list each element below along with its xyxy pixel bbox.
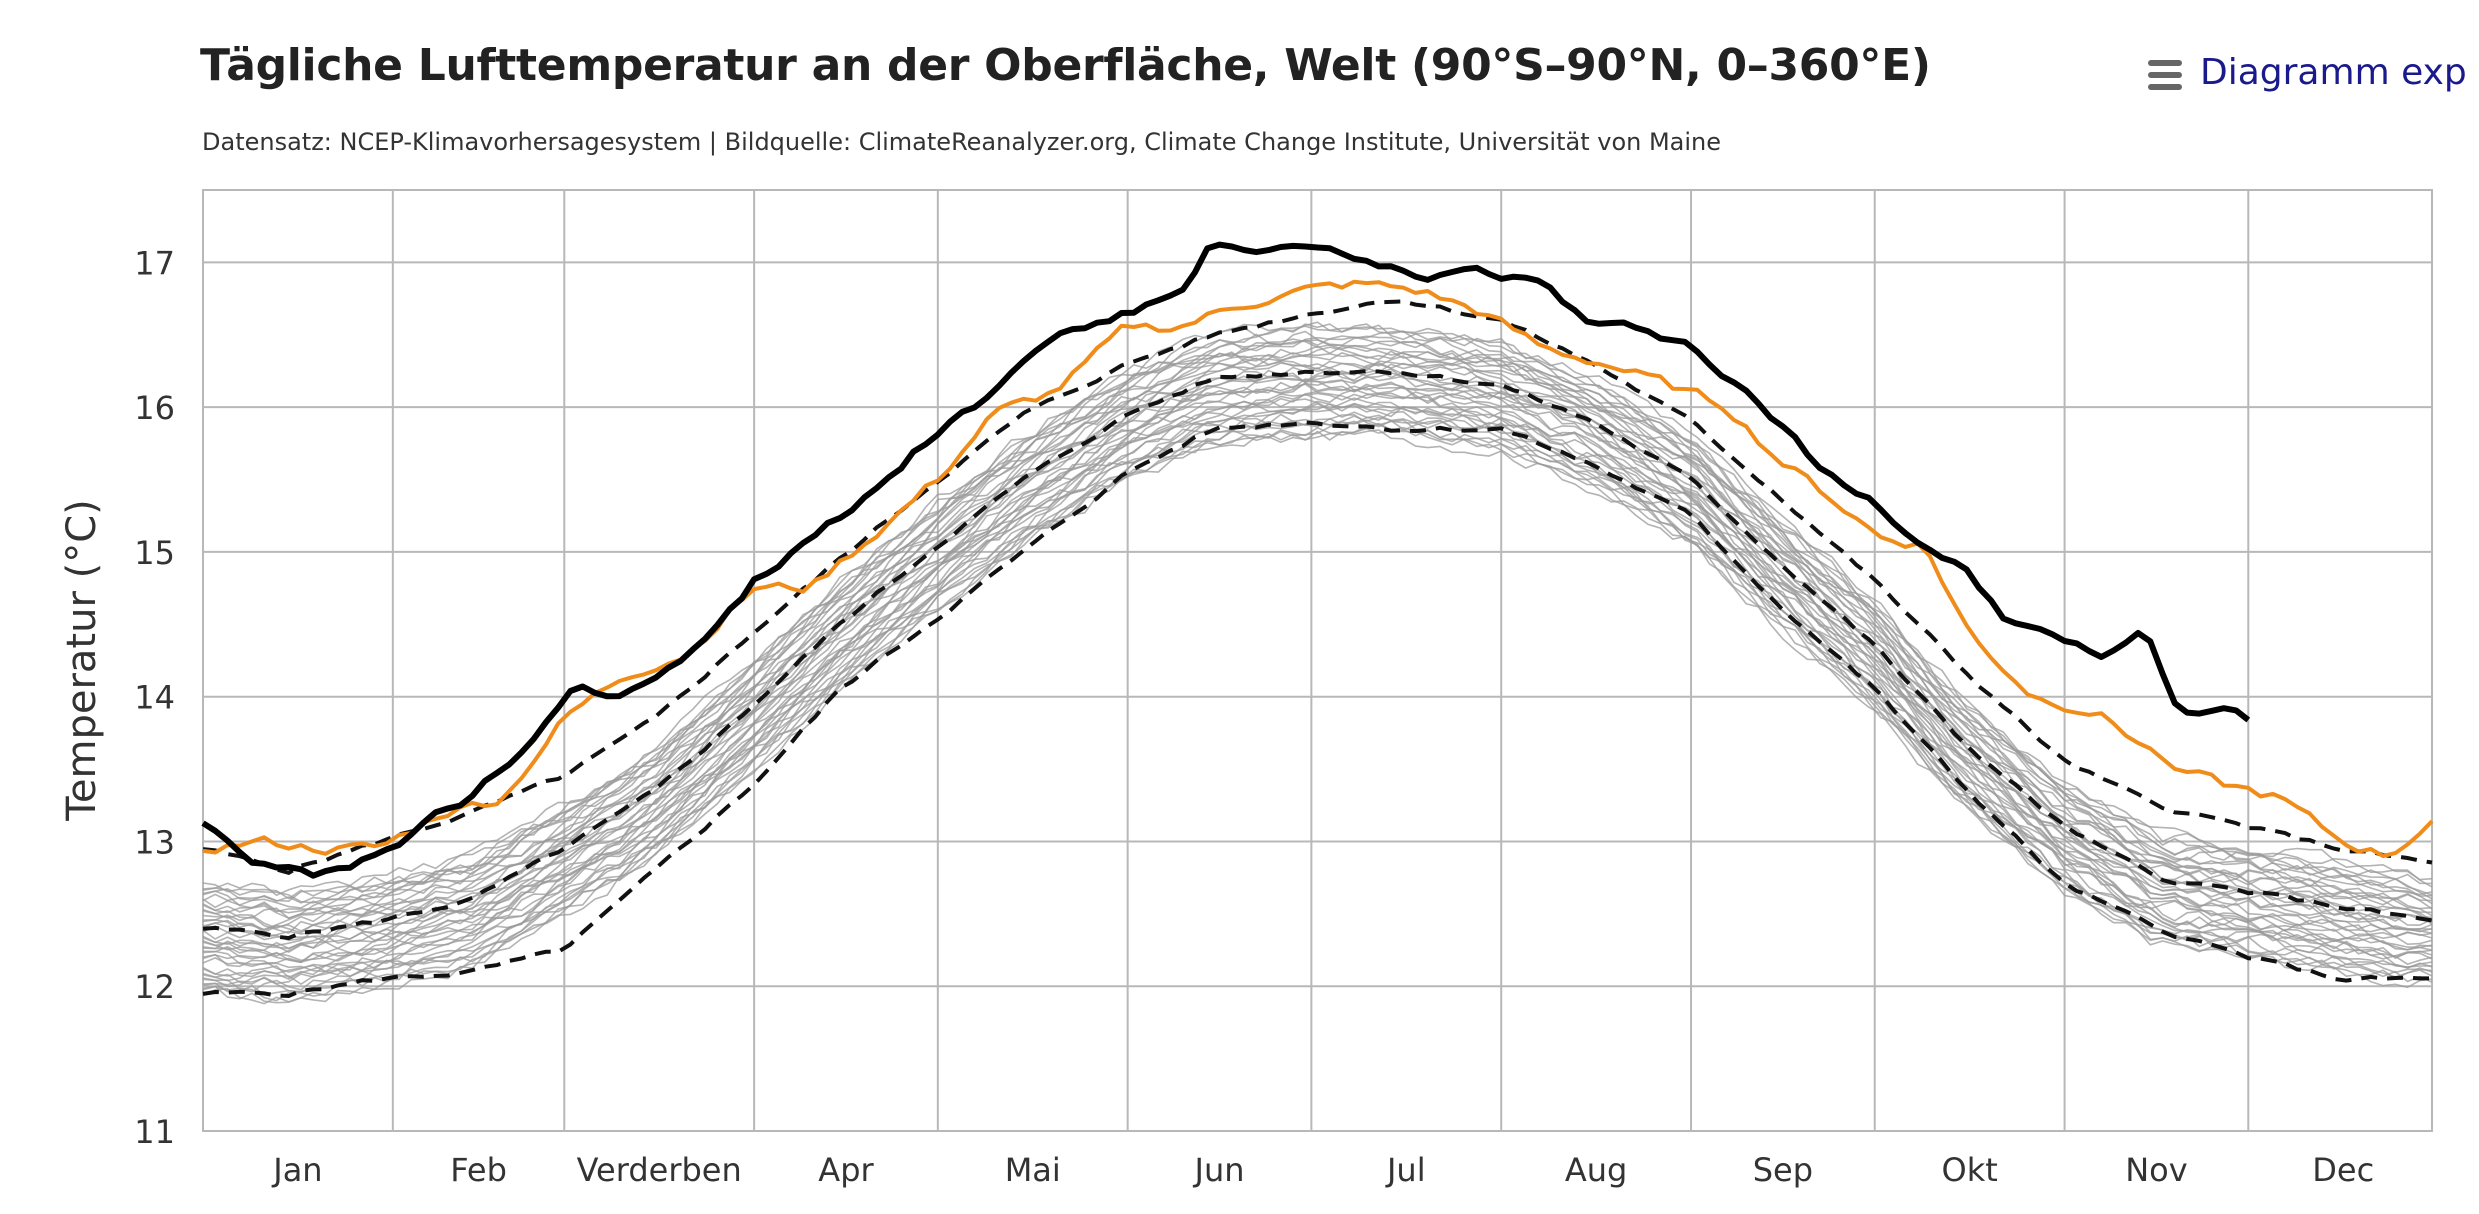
series-line-previous-year [202,279,2434,858]
plot-area [202,189,2433,1132]
y-tick-label: 16 [134,389,175,427]
series-line-other-year [202,323,2433,897]
series-line-dashed-middle [202,369,2433,941]
y-tick-label: 13 [134,823,175,861]
x-tick-label: Jan [271,1151,322,1189]
series-line-other-year [202,381,2433,950]
x-tick-label: Sep [1753,1151,1813,1189]
y-tick-label: 15 [134,534,175,572]
series-line-other-year [202,388,2433,962]
series-line-other-year [202,402,2433,978]
x-tick-label: Okt [1942,1151,1998,1189]
series-line-other-year [202,351,2433,931]
x-tick-label: Feb [450,1151,507,1189]
series-line-other-year [202,407,2433,980]
series-line-other-year [202,427,2433,1005]
export-chart-button[interactable]: Diagramm exp [2200,52,2467,93]
x-tick-label: Jun [1193,1151,1245,1189]
hamburger-menu-icon[interactable] [2148,60,2182,90]
series-line-other-year [202,321,2433,900]
x-tick-label: Jul [1385,1151,1426,1189]
x-tick-label: Aug [1565,1151,1627,1189]
chart-title: Tägliche Lufttemperatur an der Oberfläch… [200,40,1931,91]
y-tick-label: 11 [134,1113,175,1151]
series-line-dashed-lower [202,420,2433,999]
x-tick-label: Verderben [577,1151,742,1189]
series-line-other-year [202,374,2433,943]
series-line-other-year [202,413,2433,987]
series-line-other-year [202,383,2433,964]
series-line-other-year [202,345,2433,920]
series-line-other-year [202,414,2432,993]
series-line-other-year [202,429,2433,1004]
x-tick-label: Apr [818,1151,874,1189]
x-tick-label: Dec [2312,1151,2374,1189]
series-line-dashed-upper [202,299,2433,876]
series-line-other-year [202,324,2433,903]
y-tick-label: 12 [134,968,175,1006]
series-line-current-year [201,241,2251,879]
chart-subtitle: Datensatz: NCEP-Klimavorhersagesystem | … [202,128,1722,156]
series-line-other-year [202,346,2433,929]
y-tick-label: 14 [134,679,175,717]
series-line-other-year [202,400,2433,973]
x-tick-label: Nov [2125,1151,2187,1189]
x-tick-label: Mai [1005,1151,1061,1189]
y-tick-label: 17 [134,244,175,282]
